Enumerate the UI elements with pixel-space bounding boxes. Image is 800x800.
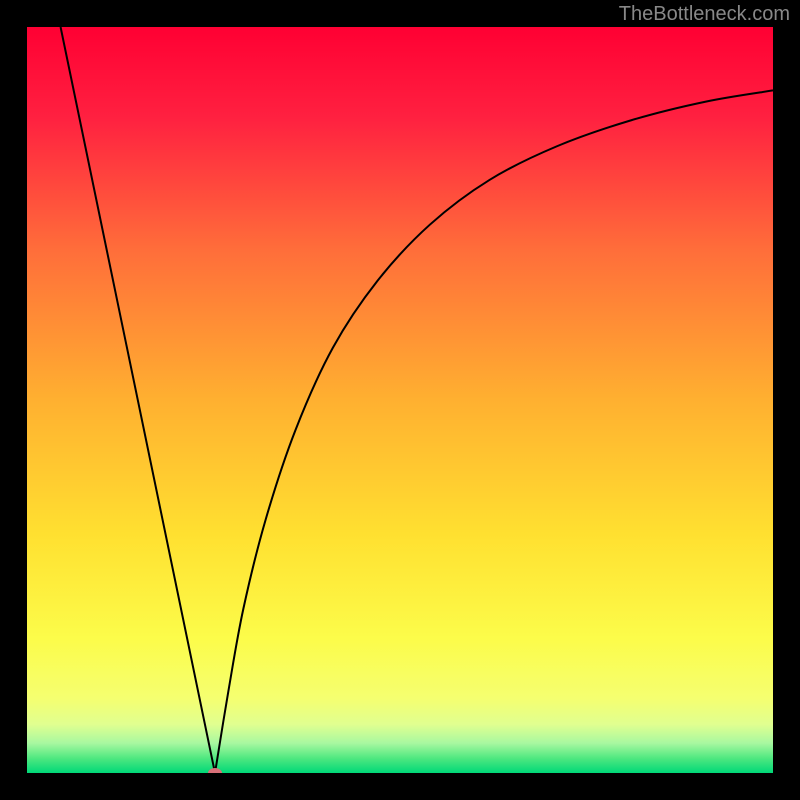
watermark-text: TheBottleneck.com [619, 3, 790, 26]
minimum-marker [208, 768, 222, 773]
plot-area [27, 27, 773, 773]
bottleneck-curve [27, 27, 773, 773]
